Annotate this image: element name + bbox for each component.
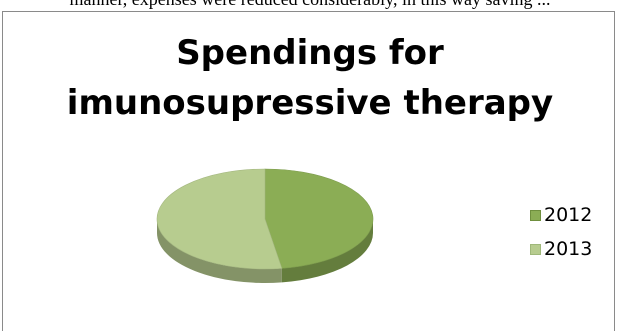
- chart-legend: 2012 2013: [530, 198, 592, 266]
- legend-swatch-2012: [530, 209, 541, 221]
- chart-title-line-1: Spendings for: [176, 33, 444, 73]
- document-text-above-chart: manner, expenses were reduced considerab…: [0, 0, 620, 10]
- pie-side-2012: [281, 219, 373, 283]
- legend-item-2013: 2013: [530, 232, 592, 266]
- legend-label-2012: 2012: [544, 204, 593, 226]
- chart-title: Spendings for imunosupressive therapy: [0, 28, 620, 128]
- pie-slice-2013: [156, 168, 283, 270]
- pie-side-2013: [157, 219, 282, 284]
- legend-item-2012: 2012: [530, 198, 592, 232]
- chart-title-line-2: imunosupressive therapy: [66, 83, 554, 123]
- legend-swatch-2013: [530, 243, 541, 255]
- legend-label-2013: 2013: [544, 238, 593, 260]
- chart-frame: [2, 11, 615, 331]
- pie-slice-2012: [264, 168, 374, 269]
- pie-chart: [156, 168, 374, 284]
